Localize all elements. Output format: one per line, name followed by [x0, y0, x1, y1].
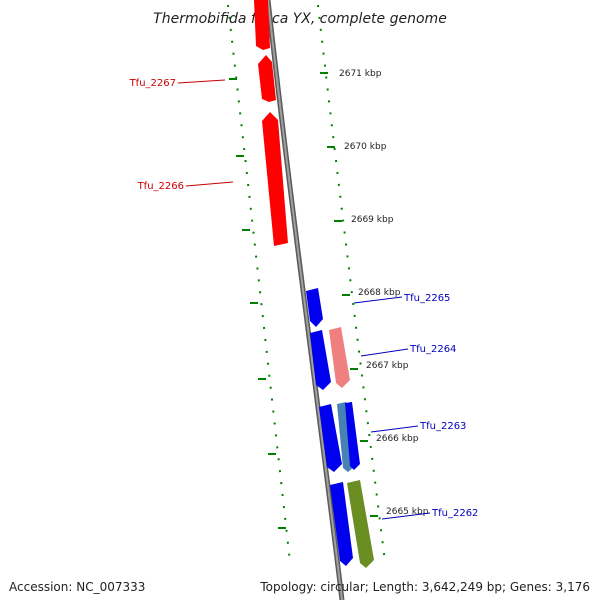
gene-label-leader [177, 79, 226, 84]
gene-label-tfu-2265[interactable]: Tfu_2265 [403, 293, 450, 304]
gene-arrow-tfu-2267 [258, 55, 276, 102]
kbp-label: 2671 kbp [339, 69, 382, 79]
gene-arrow-tfu-2264 [329, 327, 350, 388]
inner-tick-track [227, 4, 291, 563]
kbp-label: 2668 kbp [358, 288, 401, 298]
gene-label-leader [353, 296, 403, 304]
gene-label-leader [370, 425, 419, 433]
gene-label-tfu-2266[interactable]: Tfu_2266 [137, 181, 184, 192]
genome-backbone [267, 0, 343, 600]
kbp-label: 2665 kbp [386, 507, 429, 517]
kbp-label: 2669 kbp [351, 215, 394, 225]
gene-label-tfu-2267[interactable]: Tfu_2267 [129, 78, 176, 89]
gene-label-tfu-2262[interactable]: Tfu_2262 [431, 508, 478, 519]
gene-arrow-tfu-2262 [347, 480, 374, 568]
gene-arrow-reverse [254, 0, 270, 50]
accession-text: Accession: NC_007333 [9, 580, 146, 594]
gene-arrow-tfu-2266 [262, 112, 288, 246]
major-ticks [229, 72, 378, 529]
gene-arrow-tfu-2262a [330, 482, 353, 566]
gene-arrow-tfu-2265 [306, 288, 323, 327]
gene-label-leader [360, 348, 409, 357]
gene-label-leader [381, 512, 431, 520]
gene-label-tfu-2263[interactable]: Tfu_2263 [419, 421, 466, 432]
gene-arrow-tfu-2263a [319, 404, 342, 472]
kbp-label: 2667 kbp [366, 361, 409, 371]
kbp-label: 2670 kbp [344, 142, 387, 152]
gene-label-tfu-2264[interactable]: Tfu_2264 [409, 344, 456, 355]
map-title: Thermobifida fusca YX, complete genome [153, 11, 447, 27]
gene-arrow-tfu-2263c [345, 402, 360, 470]
gene-arrow-tfu-2265b [310, 330, 331, 390]
gene-label-leader [185, 181, 234, 187]
topology-text: Topology: circular; Length: 3,642,249 bp… [260, 580, 590, 594]
kbp-label: 2666 kbp [376, 434, 419, 444]
